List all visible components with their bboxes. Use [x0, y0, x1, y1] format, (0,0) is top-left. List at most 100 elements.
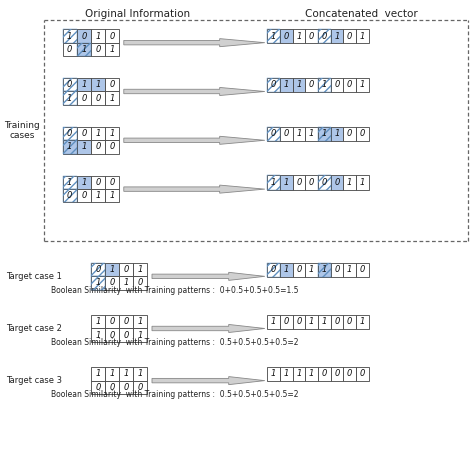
Bar: [91, 315, 105, 328]
Text: Target case 3: Target case 3: [6, 376, 62, 385]
Text: 0: 0: [283, 318, 289, 326]
Bar: [63, 91, 77, 105]
Bar: [119, 315, 133, 328]
Text: 0: 0: [95, 265, 100, 274]
Bar: [267, 175, 280, 190]
Bar: [343, 367, 356, 381]
Bar: [318, 78, 331, 92]
Text: 1: 1: [95, 32, 100, 40]
Text: 0: 0: [95, 383, 100, 392]
Text: 0: 0: [137, 279, 143, 287]
Bar: [63, 91, 77, 105]
Text: 0: 0: [271, 81, 276, 89]
Text: 0: 0: [67, 81, 73, 89]
Text: 1: 1: [95, 81, 100, 89]
Text: 1: 1: [296, 370, 301, 378]
Bar: [292, 78, 305, 92]
Text: 0: 0: [123, 331, 129, 339]
Text: 1: 1: [81, 143, 87, 151]
Bar: [105, 276, 119, 290]
FancyArrow shape: [152, 376, 265, 385]
Bar: [63, 189, 77, 202]
FancyArrow shape: [124, 38, 265, 46]
Bar: [91, 29, 105, 43]
Bar: [63, 127, 77, 140]
Text: 0: 0: [334, 81, 340, 89]
Text: 0: 0: [347, 370, 352, 378]
Text: 1: 1: [321, 129, 327, 138]
Bar: [280, 315, 292, 329]
Bar: [105, 29, 119, 43]
Bar: [267, 263, 280, 277]
Bar: [133, 276, 147, 290]
Bar: [77, 43, 91, 56]
Text: 1: 1: [95, 191, 100, 200]
Bar: [267, 367, 280, 381]
Text: 0: 0: [123, 383, 129, 392]
Text: 1: 1: [67, 32, 73, 40]
Text: 1: 1: [137, 331, 143, 339]
Bar: [318, 78, 331, 92]
Bar: [105, 328, 119, 342]
Text: 0: 0: [321, 32, 327, 40]
Bar: [356, 175, 369, 190]
Text: 0: 0: [81, 32, 87, 40]
Text: 1: 1: [321, 81, 327, 89]
Text: 1: 1: [334, 32, 340, 40]
Bar: [91, 381, 105, 394]
Bar: [133, 315, 147, 328]
Text: Training
cases: Training cases: [4, 121, 40, 140]
Bar: [91, 176, 105, 189]
Text: 1: 1: [347, 265, 352, 274]
Text: 1: 1: [95, 318, 100, 326]
Bar: [292, 175, 305, 190]
Bar: [267, 29, 280, 43]
Bar: [77, 29, 91, 43]
Text: 1: 1: [95, 370, 100, 378]
Text: 1: 1: [95, 331, 100, 339]
Bar: [63, 78, 77, 91]
Bar: [119, 263, 133, 276]
Text: 1: 1: [271, 178, 276, 187]
Bar: [105, 78, 119, 91]
Bar: [280, 29, 292, 43]
Text: 1: 1: [109, 191, 115, 200]
Bar: [63, 78, 77, 91]
Bar: [63, 176, 77, 189]
Bar: [119, 367, 133, 381]
Text: 1: 1: [109, 370, 115, 378]
Text: 1: 1: [360, 318, 365, 326]
Bar: [105, 176, 119, 189]
Bar: [318, 29, 331, 43]
Bar: [91, 127, 105, 140]
Bar: [91, 328, 105, 342]
Bar: [63, 43, 77, 56]
Text: 1: 1: [137, 370, 143, 378]
Bar: [91, 263, 105, 276]
Bar: [77, 43, 91, 56]
Text: 0: 0: [360, 370, 365, 378]
Text: 1: 1: [309, 370, 314, 378]
Bar: [119, 276, 133, 290]
Bar: [105, 263, 119, 276]
Bar: [280, 263, 292, 277]
Bar: [292, 263, 305, 277]
Bar: [77, 78, 91, 91]
Text: 0: 0: [283, 32, 289, 40]
Text: 1: 1: [360, 32, 365, 40]
Bar: [331, 315, 343, 329]
Text: 1: 1: [360, 178, 365, 187]
Bar: [105, 43, 119, 56]
Bar: [91, 78, 105, 91]
Bar: [119, 381, 133, 394]
Text: 0: 0: [95, 94, 100, 102]
Bar: [133, 367, 147, 381]
Bar: [343, 29, 356, 43]
Bar: [91, 276, 105, 290]
Text: 1: 1: [283, 81, 289, 89]
Text: 0: 0: [109, 279, 115, 287]
Text: 1: 1: [137, 265, 143, 274]
Bar: [77, 189, 91, 202]
Text: 0: 0: [321, 178, 327, 187]
Bar: [331, 29, 343, 43]
